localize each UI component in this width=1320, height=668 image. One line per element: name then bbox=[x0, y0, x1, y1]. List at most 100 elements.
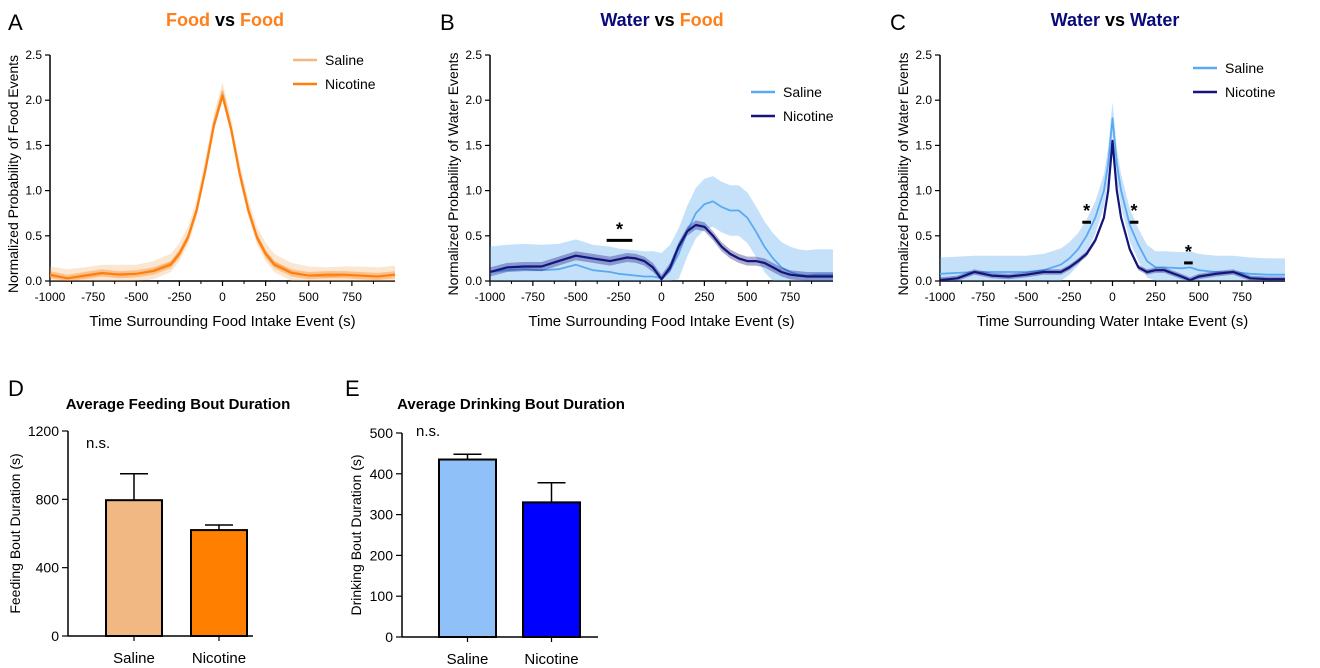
panel-letter: D bbox=[8, 376, 24, 401]
y-tick-label: 1.5 bbox=[465, 138, 482, 152]
x-tick-label: Saline bbox=[447, 651, 489, 668]
panel-d: D Average Feeding Bout Duration 0 400 800 120… bbox=[7, 376, 290, 667]
x-axis-label: Time Surrounding Food Intake Event (s) bbox=[89, 313, 355, 330]
panel-letter: A bbox=[8, 10, 23, 35]
panel-e: E Average Drinking Bout Duration 0 100 200 30… bbox=[345, 376, 625, 668]
chart-title-part: vs bbox=[1100, 10, 1130, 30]
x-tick-label: -500 bbox=[1014, 290, 1038, 304]
legend-label: Saline bbox=[1225, 60, 1264, 76]
bar-saline bbox=[105, 499, 163, 637]
y-tick-label: 2.0 bbox=[915, 93, 932, 107]
bar-nicotine bbox=[190, 529, 248, 637]
y-axis-label: Feeding Bout Duration (s) bbox=[7, 453, 23, 613]
series-line-saline bbox=[939, 117, 1285, 276]
y-tick-label: 500 bbox=[370, 425, 394, 441]
y-axis-label: Drinking Bout Duration (s) bbox=[348, 454, 364, 615]
chart-title: Water vs Water bbox=[1051, 10, 1180, 30]
x-tick-label: 750 bbox=[1232, 290, 1252, 304]
x-tick-label: Nicotine bbox=[524, 651, 578, 668]
x-tick-label: 750 bbox=[342, 290, 362, 304]
y-axis-label: Normalized Probability of Water Events bbox=[895, 52, 911, 295]
panel-a: A Food vs Food 0.0 0.5 1.0 1.5 2.0 2.5 -1000 -750… bbox=[5, 10, 396, 330]
panel-b: B Water vs Food 0.0 0.5 1.0 1.5 2.0 2.5 -1000 -75… bbox=[440, 10, 834, 330]
y-tick-label: 0.5 bbox=[25, 229, 42, 243]
x-tick-label: -1000 bbox=[35, 290, 66, 304]
chart-title-part: Food bbox=[240, 10, 284, 30]
y-tick-label: 200 bbox=[370, 547, 394, 563]
y-axis-label: Normalized Probability of Food Events bbox=[5, 55, 21, 293]
x-tick-label: -750 bbox=[81, 290, 105, 304]
y-tick-label: 1.0 bbox=[25, 184, 42, 198]
error-band-nicotine bbox=[50, 92, 395, 281]
y-tick-label: 0.5 bbox=[465, 229, 482, 243]
x-tick-label: -750 bbox=[971, 290, 995, 304]
y-tick-label: 2.5 bbox=[915, 48, 932, 62]
y-tick-label: 0.0 bbox=[465, 274, 482, 288]
y-tick-label: 2.0 bbox=[465, 93, 482, 107]
x-tick-label: 250 bbox=[694, 290, 714, 304]
x-tick-label: 500 bbox=[299, 290, 319, 304]
series-line-nicotine bbox=[489, 223, 833, 281]
significance-label: n.s. bbox=[416, 423, 440, 440]
y-tick-label: 400 bbox=[36, 560, 60, 576]
significance-star: * bbox=[616, 219, 623, 239]
x-tick-label: -1000 bbox=[925, 290, 956, 304]
series-line-nicotine bbox=[939, 139, 1285, 282]
chart-title-part: Water bbox=[1051, 10, 1100, 30]
x-axis-label: Time Surrounding Water Intake Event (s) bbox=[977, 313, 1249, 330]
x-tick-label: Saline bbox=[113, 650, 155, 667]
y-tick-label: 1.0 bbox=[915, 184, 932, 198]
panel-letter: C bbox=[890, 10, 906, 35]
y-tick-label: 2.5 bbox=[25, 48, 42, 62]
x-tick-label: 0 bbox=[219, 290, 226, 304]
y-tick-label: 0.5 bbox=[915, 229, 932, 243]
significance-star: * bbox=[1131, 201, 1138, 221]
y-tick-label: 100 bbox=[370, 588, 394, 604]
panel-c: C Water vs Water 0.0 0.5 1.0 1.5 2.0 2.5 -1000 -7… bbox=[890, 10, 1285, 330]
bar-nicotine bbox=[522, 501, 581, 638]
y-axis-label: Normalized Probability of Water Events bbox=[445, 52, 461, 295]
chart-title-part: vs bbox=[210, 10, 240, 30]
legend-label: Nicotine bbox=[1225, 84, 1276, 100]
y-tick-label: 400 bbox=[370, 466, 394, 482]
x-tick-label: 750 bbox=[780, 290, 800, 304]
panel-letter: B bbox=[440, 10, 455, 35]
x-tick-label: 500 bbox=[1189, 290, 1209, 304]
chart-title: Water vs Food bbox=[600, 10, 723, 30]
y-tick-label: 1.0 bbox=[465, 184, 482, 198]
error-band-saline bbox=[50, 82, 395, 281]
significance-star: * bbox=[1185, 242, 1192, 262]
chart-title: Food vs Food bbox=[166, 10, 284, 30]
x-tick-label: -750 bbox=[521, 290, 545, 304]
panel-letter: E bbox=[345, 376, 360, 401]
series-line-saline bbox=[49, 90, 396, 280]
bar-saline bbox=[438, 458, 497, 638]
x-tick-label: -250 bbox=[1057, 290, 1081, 304]
x-tick-label: Nicotine bbox=[192, 650, 246, 667]
y-tick-label: 1.5 bbox=[915, 138, 932, 152]
x-tick-label: 500 bbox=[737, 290, 757, 304]
significance-label: n.s. bbox=[86, 435, 110, 452]
y-tick-label: 0.0 bbox=[25, 274, 42, 288]
chart-title-part: Water bbox=[1130, 10, 1179, 30]
legend-label: Saline bbox=[783, 84, 822, 100]
x-tick-label: -250 bbox=[167, 290, 191, 304]
chart-title: Average Feeding Bout Duration bbox=[66, 396, 290, 413]
x-tick-label: 0 bbox=[1109, 290, 1116, 304]
x-tick-label: 0 bbox=[658, 290, 665, 304]
legend-label: Nicotine bbox=[783, 108, 834, 124]
x-tick-label: 250 bbox=[1146, 290, 1166, 304]
y-tick-label: 1.5 bbox=[25, 138, 42, 152]
significance-star: * bbox=[1083, 201, 1090, 221]
error-band-saline bbox=[940, 102, 1285, 281]
y-tick-label: 2.5 bbox=[465, 48, 482, 62]
series-line-nicotine bbox=[49, 94, 396, 280]
x-axis-label: Time Surrounding Food Intake Event (s) bbox=[528, 313, 794, 330]
y-tick-label: 0.0 bbox=[915, 274, 932, 288]
y-tick-label: 0 bbox=[51, 628, 59, 644]
legend-label: Nicotine bbox=[325, 76, 376, 92]
chart-title-part: Food bbox=[166, 10, 210, 30]
y-tick-label: 0 bbox=[385, 629, 393, 645]
x-tick-label: -1000 bbox=[475, 290, 506, 304]
